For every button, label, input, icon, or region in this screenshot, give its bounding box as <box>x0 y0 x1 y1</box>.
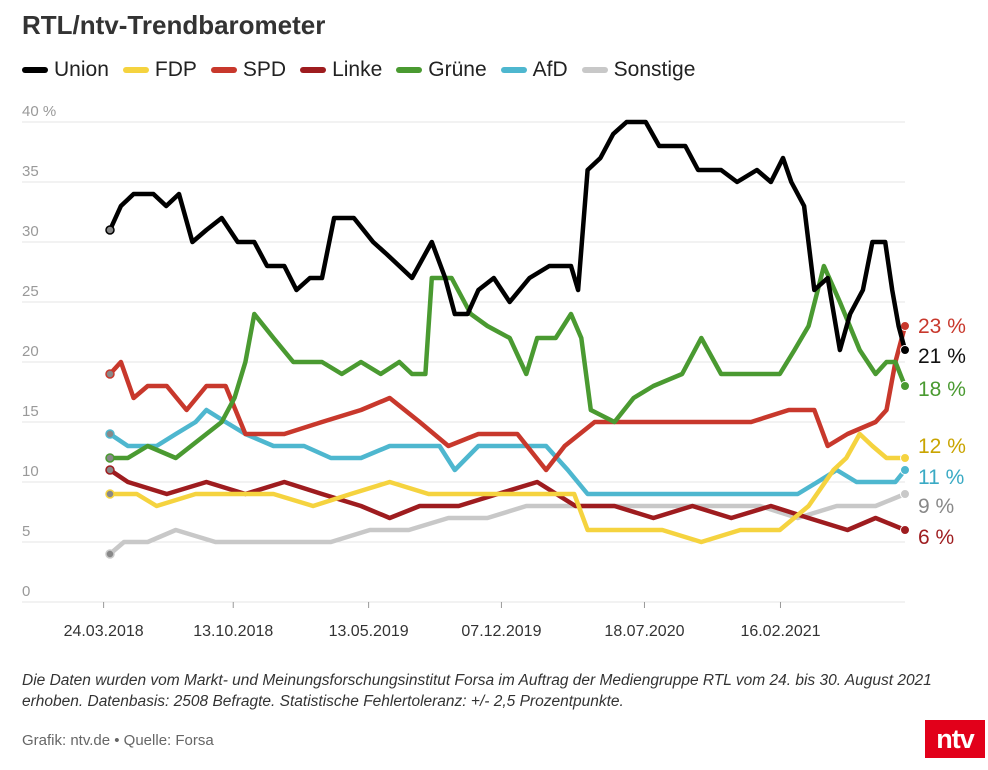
x-tick-label: 07.12.2019 <box>461 623 541 640</box>
x-tick-label: 24.03.2018 <box>64 623 144 640</box>
x-tick-label: 16.02.2021 <box>740 623 820 640</box>
start-marker-afd <box>105 429 115 439</box>
y-tick-label: 40 % <box>22 103 56 120</box>
y-tick-label: 5 <box>22 523 30 540</box>
y-tick-label: 0 <box>22 583 30 600</box>
legend-swatch <box>122 67 149 73</box>
end-label-afd: 11 % <box>918 466 964 489</box>
legend-swatch <box>500 67 527 73</box>
x-tick-label: 18.07.2020 <box>604 623 684 640</box>
legend-swatch <box>300 67 327 73</box>
x-tick-label: 13.05.2019 <box>329 623 409 640</box>
end-marker-fdp <box>900 453 910 463</box>
end-label-fdp: 12 % <box>918 435 966 458</box>
end-label-linke: 6 % <box>918 526 954 549</box>
series-line-union <box>107 119 908 353</box>
legend-item: FDP <box>122 58 197 82</box>
legend-item: SPD <box>210 58 287 82</box>
series-line-sonstige <box>107 491 908 557</box>
legend-label: SPD <box>242 58 287 81</box>
series-line-afd <box>107 407 908 497</box>
source-credit: Grafik: ntv.de • Quelle: Forsa <box>22 732 214 749</box>
end-marker-afd <box>900 465 910 475</box>
start-marker-sonstige <box>105 549 115 559</box>
legend-swatch <box>396 67 423 73</box>
start-marker-linke <box>105 465 115 475</box>
legend-item: Grüne <box>396 58 487 82</box>
x-tick-label: 13.10.2018 <box>193 623 273 640</box>
legend-label: Sonstige <box>613 58 696 81</box>
end-marker-spd <box>900 321 910 331</box>
legend-label: FDP <box>154 58 197 81</box>
series-line-fdp <box>107 431 908 545</box>
end-label-gruene: 18 % <box>918 378 966 401</box>
series-line-gruene <box>107 263 908 461</box>
legend-item: AfD <box>500 58 568 82</box>
line-chart: 0 5 10 15 20 25 30 35 40 % 24.03.2018 13.10.2018 13… <box>22 103 966 640</box>
start-marker-union <box>105 225 115 235</box>
legend-label: Grüne <box>428 58 487 81</box>
y-tick-label: 30 <box>22 223 39 240</box>
legend-swatch <box>22 67 48 73</box>
end-marker-sonstige <box>900 489 910 499</box>
end-marker-linke <box>900 525 910 535</box>
legend-swatch <box>210 67 237 73</box>
end-marker-union <box>900 345 910 355</box>
footnote: Die Daten wurden vom Markt- und Meinungs… <box>22 672 932 710</box>
start-marker-spd <box>105 369 115 379</box>
end-label-spd: 23 % <box>918 315 966 338</box>
legend-swatch <box>581 67 608 73</box>
legend-label: Union <box>54 58 109 81</box>
y-tick-label: 10 <box>22 463 39 480</box>
end-label-sonstige: 9 % <box>918 495 954 518</box>
series-line-spd <box>107 323 908 473</box>
y-tick-label: 25 <box>22 283 39 300</box>
y-tick-label: 35 <box>22 163 39 180</box>
y-tick-label: 15 <box>22 403 39 420</box>
legend-item: Sonstige <box>581 58 696 82</box>
start-marker-gruene <box>105 453 115 463</box>
series-line-linke <box>107 467 908 533</box>
end-label-union: 21 % <box>918 345 966 368</box>
page-title: RTL/ntv-Trendbarometer <box>22 10 326 40</box>
start-marker-fdp <box>105 489 115 499</box>
y-tick-label: 20 <box>22 343 39 360</box>
legend-item: Union <box>22 58 109 82</box>
legend-label: AfD <box>532 58 568 81</box>
end-marker-gruene <box>900 381 910 391</box>
legend-item: Linke <box>300 58 382 82</box>
legend-label: Linke <box>332 58 383 81</box>
chart-legend: Union FDP SPD Linke Grüne AfD Sonstige <box>22 58 709 82</box>
ntv-logo: ntv <box>925 720 985 758</box>
